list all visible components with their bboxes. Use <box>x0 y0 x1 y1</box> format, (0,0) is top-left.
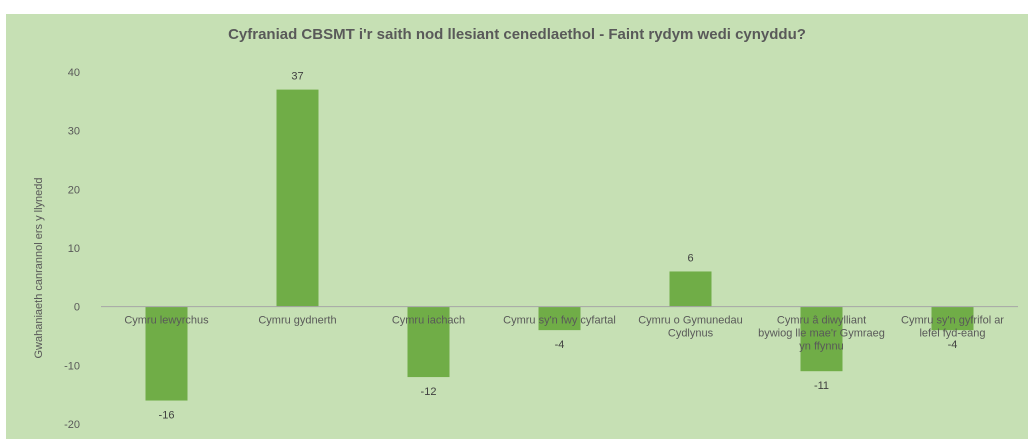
bar <box>276 89 319 307</box>
bar <box>800 306 843 372</box>
bar <box>931 306 974 331</box>
x-category-label: Cymru lewyrchus <box>124 315 209 327</box>
y-axis-title: Gwahaniaeth canrannol ers y llynedd <box>33 177 45 358</box>
y-tick-label: 10 <box>68 243 80 255</box>
data-label: 37 <box>291 71 303 83</box>
data-label: -4 <box>948 339 958 351</box>
x-category-label: Cymru iachach <box>392 315 465 327</box>
x-category-label: Cymru o Gymunedau Cydlynus <box>638 315 743 340</box>
y-tick-label: 30 <box>68 126 80 138</box>
data-label: -4 <box>555 339 565 351</box>
y-tick-label: 40 <box>68 67 80 79</box>
bar-chart: Cyfraniad CBSMT i'r saith nod llesiant c… <box>33 26 1018 431</box>
x-category-label: Cymru gydnerth <box>258 315 336 327</box>
x-category-label: Cymru sy'n gyfrifol ar lefel fyd-eang <box>901 315 1004 340</box>
y-tick-label: 0 <box>74 302 80 314</box>
bars-group <box>145 89 974 401</box>
data-label: -12 <box>421 386 437 398</box>
bar <box>145 306 188 401</box>
x-category-label: Cymru â diwylliant bywiog lle mae'r Gymra… <box>758 315 885 353</box>
y-tick-label: 20 <box>68 184 80 196</box>
x-category-label: Cymru sy'n fwy cyfartal <box>503 315 616 327</box>
bar <box>669 271 712 307</box>
chart-title: Cyfraniad CBSMT i'r saith nod llesiant c… <box>228 26 806 43</box>
category-labels: Cymru lewyrchus Cymru gydnerth Cymru iacha… <box>124 315 1004 353</box>
data-label: -11 <box>814 380 829 392</box>
bar <box>407 306 450 378</box>
chart-area: Cyfraniad CBSMT i'r saith nod llesiant c… <box>6 14 1028 439</box>
y-tick-label: -10 <box>64 360 80 372</box>
data-label: -16 <box>159 410 175 422</box>
data-labels: -16 37 -12 -4 6 -11 -4 <box>159 71 958 422</box>
bar <box>538 306 581 331</box>
data-label: 6 <box>687 252 693 264</box>
y-tick-label: -20 <box>64 419 80 431</box>
y-axis-ticks: -20 -10 0 10 20 30 40 <box>64 67 80 431</box>
